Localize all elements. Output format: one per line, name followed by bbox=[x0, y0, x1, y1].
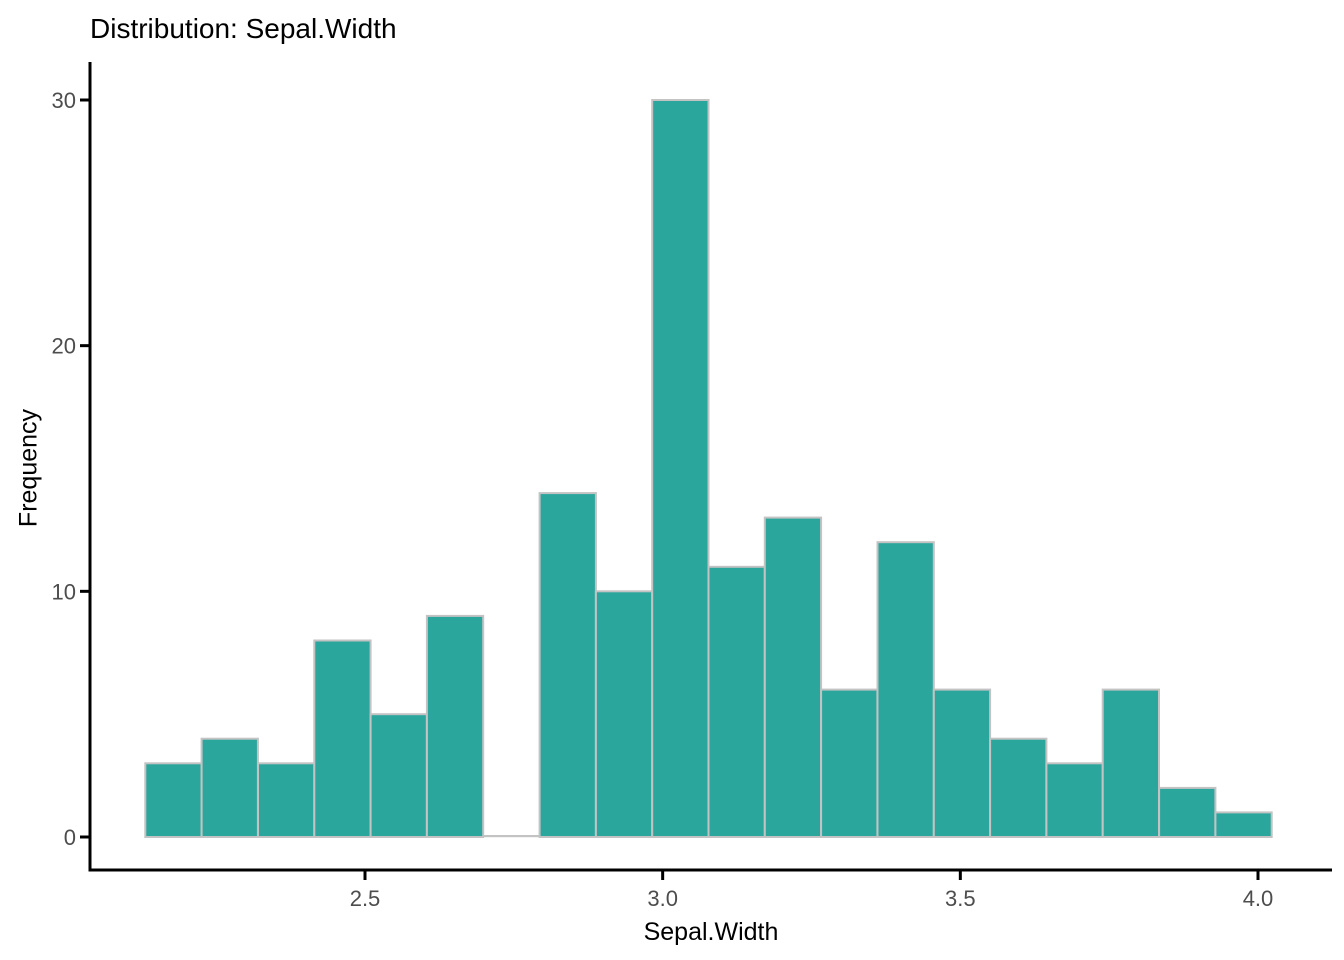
histogram-bar bbox=[932, 688, 992, 838]
chart-title: Distribution: Sepal.Width bbox=[90, 13, 397, 44]
histogram-bar bbox=[1214, 811, 1273, 839]
histogram-bar bbox=[369, 713, 428, 839]
histogram-bar bbox=[707, 565, 766, 838]
histogram-bar bbox=[651, 99, 710, 838]
y-tick-label: 30 bbox=[52, 88, 76, 113]
histogram-bar bbox=[876, 541, 935, 838]
histogram-bar bbox=[1158, 786, 1217, 839]
y-axis-title: Frequency bbox=[14, 408, 43, 528]
histogram-bar-zero bbox=[483, 835, 540, 838]
histogram-bar bbox=[313, 639, 372, 838]
histogram-bar bbox=[200, 737, 259, 839]
x-tick-label: 4.0 bbox=[1243, 886, 1274, 911]
x-tick-label: 2.5 bbox=[350, 886, 381, 911]
histogram-bar bbox=[1101, 688, 1160, 838]
histogram-bar bbox=[763, 516, 823, 838]
x-axis-title: Sepal.Width bbox=[643, 918, 779, 946]
histogram-bar bbox=[594, 590, 654, 838]
histogram-bar bbox=[989, 737, 1048, 839]
histogram-bar bbox=[538, 492, 597, 838]
x-tick-label: 3.5 bbox=[945, 886, 976, 911]
y-tick-label: 0 bbox=[64, 825, 76, 850]
histogram-bar bbox=[820, 688, 879, 838]
x-tick-label: 3.0 bbox=[647, 886, 678, 911]
y-tick-label: 10 bbox=[52, 579, 76, 604]
y-tick-label: 20 bbox=[52, 334, 76, 359]
histogram-bar bbox=[257, 762, 316, 838]
histogram-bar bbox=[144, 762, 203, 838]
histogram-bar bbox=[425, 614, 485, 839]
histogram-bar bbox=[1045, 762, 1104, 838]
